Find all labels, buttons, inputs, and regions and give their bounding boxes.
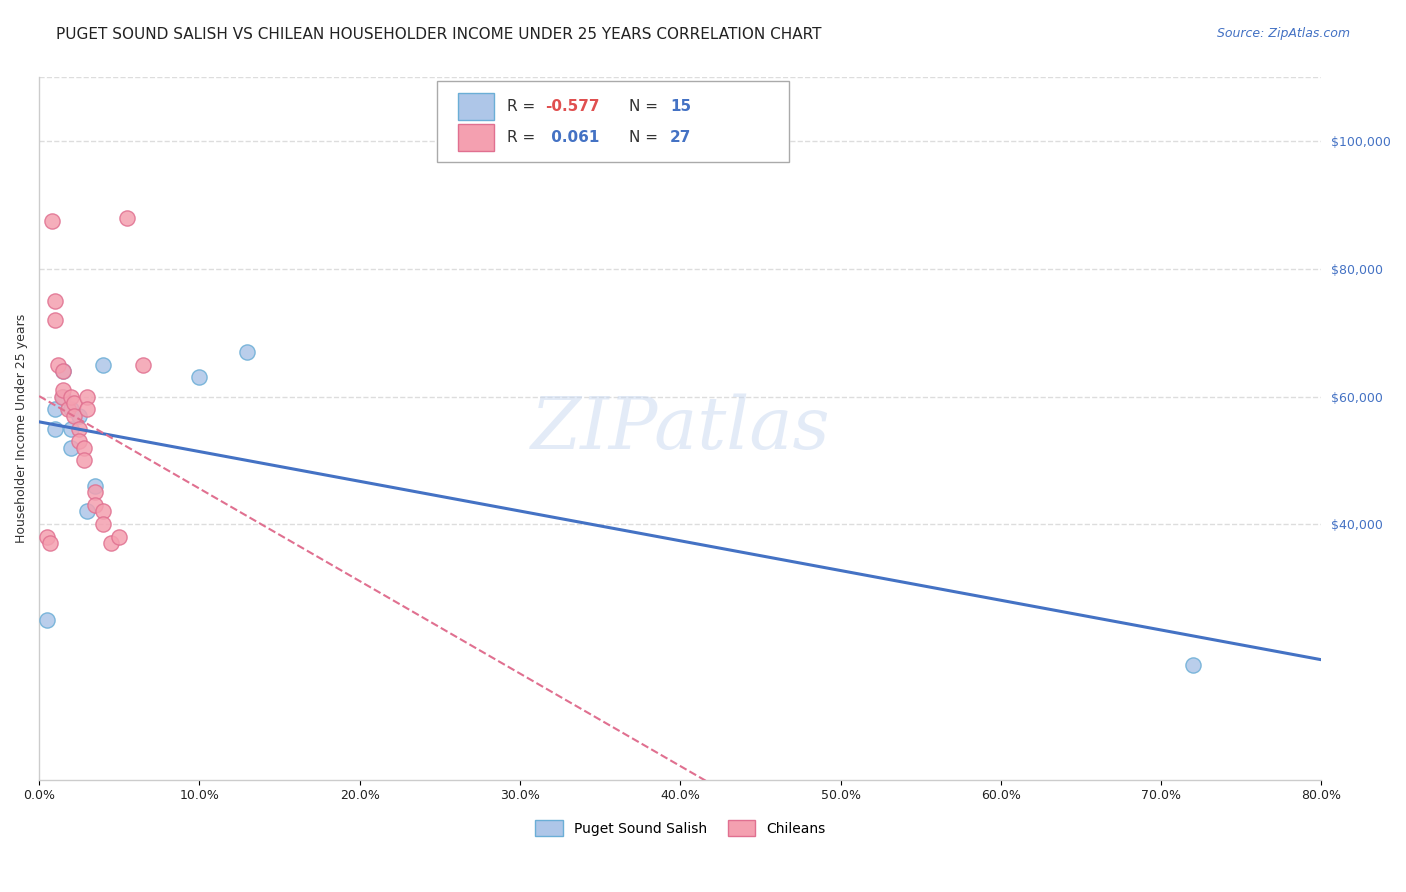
Point bbox=[84, 498, 107, 512]
Point bbox=[52, 390, 75, 404]
Point bbox=[73, 441, 96, 455]
Point bbox=[52, 364, 75, 378]
FancyBboxPatch shape bbox=[437, 81, 789, 161]
Point bbox=[37, 530, 59, 544]
Point bbox=[44, 421, 66, 435]
Point bbox=[91, 358, 114, 372]
Point bbox=[76, 402, 98, 417]
Point bbox=[117, 211, 139, 225]
Text: N =: N = bbox=[628, 99, 662, 113]
Point bbox=[91, 517, 114, 532]
Point bbox=[60, 390, 83, 404]
Point bbox=[63, 396, 86, 410]
Point bbox=[67, 421, 90, 435]
Point bbox=[76, 504, 98, 518]
Text: 27: 27 bbox=[671, 130, 692, 145]
Point bbox=[52, 364, 75, 378]
Point bbox=[67, 409, 90, 423]
Point bbox=[76, 390, 98, 404]
Point bbox=[37, 613, 59, 627]
Point bbox=[1182, 657, 1205, 672]
Text: PUGET SOUND SALISH VS CHILEAN HOUSEHOLDER INCOME UNDER 25 YEARS CORRELATION CHAR: PUGET SOUND SALISH VS CHILEAN HOUSEHOLDE… bbox=[56, 27, 821, 42]
Point bbox=[56, 402, 79, 417]
Point bbox=[52, 383, 75, 397]
Text: -0.577: -0.577 bbox=[546, 99, 600, 113]
Point bbox=[41, 214, 63, 228]
Point bbox=[63, 409, 86, 423]
Point bbox=[46, 358, 69, 372]
Point bbox=[60, 421, 83, 435]
Text: 0.061: 0.061 bbox=[546, 130, 599, 145]
FancyBboxPatch shape bbox=[458, 93, 495, 120]
Point bbox=[100, 536, 122, 550]
Point bbox=[84, 479, 107, 493]
Text: 15: 15 bbox=[671, 99, 692, 113]
Point bbox=[60, 441, 83, 455]
Point bbox=[84, 485, 107, 500]
Legend: Puget Sound Salish, Chileans: Puget Sound Salish, Chileans bbox=[527, 813, 832, 843]
Text: ZIPatlas: ZIPatlas bbox=[530, 393, 830, 464]
Text: Source: ZipAtlas.com: Source: ZipAtlas.com bbox=[1216, 27, 1350, 40]
Point bbox=[44, 402, 66, 417]
Text: R =: R = bbox=[508, 99, 540, 113]
Point bbox=[236, 345, 259, 359]
Point bbox=[44, 313, 66, 327]
Point bbox=[44, 293, 66, 308]
Point bbox=[60, 402, 83, 417]
Point bbox=[51, 390, 73, 404]
Point bbox=[188, 370, 211, 384]
Text: N =: N = bbox=[628, 130, 662, 145]
Point bbox=[73, 453, 96, 467]
Point bbox=[132, 358, 155, 372]
Point bbox=[39, 536, 62, 550]
FancyBboxPatch shape bbox=[458, 125, 495, 151]
Point bbox=[108, 530, 131, 544]
Point bbox=[67, 434, 90, 449]
Point bbox=[91, 504, 114, 518]
Text: R =: R = bbox=[508, 130, 540, 145]
Y-axis label: Householder Income Under 25 years: Householder Income Under 25 years bbox=[15, 314, 28, 543]
